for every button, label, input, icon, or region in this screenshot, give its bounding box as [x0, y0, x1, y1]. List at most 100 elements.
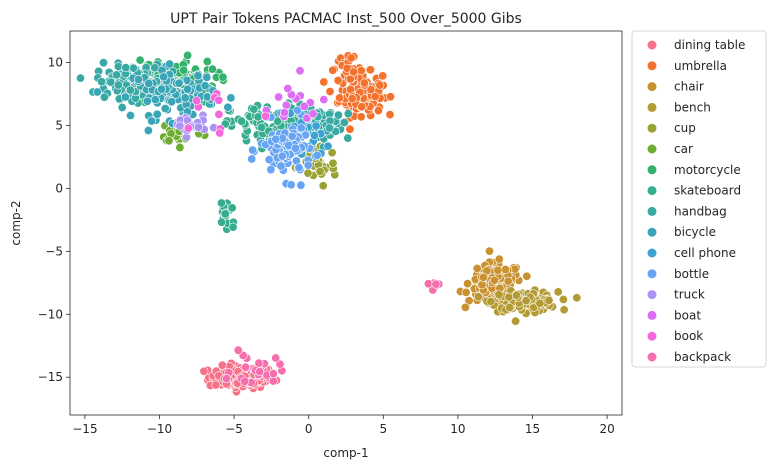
data-point: [180, 93, 190, 103]
data-point: [175, 143, 185, 153]
series-book: [183, 89, 271, 138]
data-point: [199, 366, 209, 376]
legend-marker: [647, 206, 657, 216]
series-bottle: [247, 105, 322, 190]
data-point: [522, 271, 532, 281]
data-point: [319, 77, 329, 87]
data-point: [257, 123, 267, 133]
data-point: [325, 87, 335, 97]
data-point: [281, 100, 291, 110]
data-point: [275, 359, 285, 369]
data-point: [220, 209, 230, 219]
legend-label: backpack: [674, 350, 731, 364]
legend-marker: [647, 61, 657, 71]
series-bench: [473, 285, 582, 326]
data-point: [222, 374, 232, 384]
data-point: [328, 158, 338, 168]
legend-items: dining table umbrella chair bench cup car moto…: [647, 38, 745, 364]
x-tick-label: 20: [599, 422, 614, 436]
legend-marker: [647, 310, 657, 320]
data-point: [76, 73, 86, 83]
x-axis: −15 −10 −5 0 5 10 15 20: [72, 415, 615, 436]
data-point: [460, 302, 470, 312]
legend-label: truck: [674, 288, 705, 302]
legend-item: truck: [647, 288, 705, 302]
data-point: [193, 122, 203, 132]
legend-item: book: [647, 329, 703, 343]
data-point: [503, 276, 513, 286]
legend-item: bottle: [647, 267, 709, 281]
data-point: [218, 72, 228, 82]
data-point: [359, 78, 369, 88]
data-point: [247, 154, 257, 164]
data-point: [431, 279, 441, 289]
data-point: [375, 80, 385, 90]
data-point: [200, 81, 210, 91]
data-point: [253, 112, 263, 122]
data-point: [273, 116, 283, 126]
data-point: [279, 108, 289, 118]
data-point: [311, 121, 321, 131]
data-point: [143, 126, 153, 136]
data-point: [366, 85, 376, 95]
data-point: [121, 63, 131, 73]
data-point: [521, 296, 531, 306]
data-point: [113, 61, 123, 71]
data-point: [343, 109, 353, 119]
data-point: [99, 92, 109, 102]
data-point: [500, 264, 510, 274]
data-point: [266, 165, 276, 175]
legend-label: motorcycle: [674, 163, 741, 177]
data-point: [494, 254, 504, 264]
x-axis-title: comp-1: [323, 446, 368, 460]
data-point: [255, 367, 265, 377]
legend-marker: [647, 165, 657, 175]
data-point: [283, 84, 293, 94]
data-point: [343, 133, 353, 143]
data-point: [179, 65, 189, 75]
x-tick-label: 10: [450, 422, 465, 436]
data-point: [290, 143, 300, 153]
x-tick-label: 15: [525, 422, 540, 436]
data-point: [126, 111, 136, 121]
data-point: [150, 95, 160, 105]
data-point: [308, 109, 318, 119]
data-point: [378, 71, 388, 81]
data-point: [261, 111, 271, 121]
data-point: [461, 287, 471, 297]
data-point: [296, 180, 306, 190]
data-point: [99, 58, 109, 68]
data-point: [318, 181, 328, 191]
data-point: [365, 65, 375, 75]
data-point: [477, 280, 487, 290]
data-point: [144, 79, 154, 89]
legend-label: bottle: [674, 267, 709, 281]
series-boat: [261, 66, 329, 123]
legend-item: handbag: [647, 204, 727, 218]
data-point: [159, 72, 169, 82]
data-point: [157, 84, 167, 94]
data-point: [385, 110, 395, 120]
data-point: [295, 66, 305, 76]
points-layer: [76, 50, 582, 397]
legend-item: chair: [647, 80, 704, 94]
data-point: [165, 59, 175, 69]
data-point: [237, 116, 247, 126]
legend-marker: [647, 331, 657, 341]
legend-label: skateboard: [674, 184, 741, 198]
data-point: [494, 290, 504, 300]
data-point: [192, 96, 202, 106]
legend-label: umbrella: [674, 59, 727, 73]
series-dining-table: [199, 278, 442, 397]
data-point: [226, 93, 236, 103]
data-point: [473, 292, 483, 302]
data-point: [271, 134, 281, 144]
plot-frame: [69, 30, 623, 416]
data-point: [214, 109, 224, 119]
data-point: [489, 275, 499, 285]
data-point: [228, 222, 238, 232]
data-point: [486, 296, 496, 306]
data-point: [217, 217, 227, 227]
chart-title: UPT Pair Tokens PACMAC Inst_500 Over_500…: [170, 11, 522, 27]
